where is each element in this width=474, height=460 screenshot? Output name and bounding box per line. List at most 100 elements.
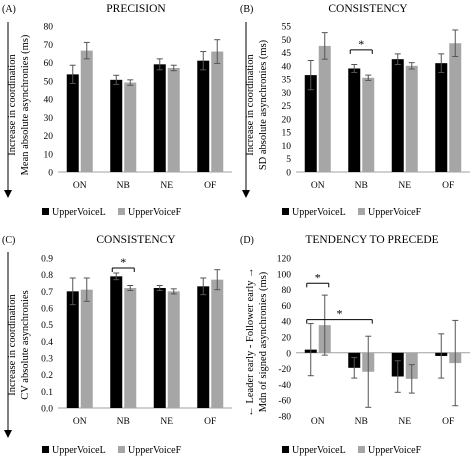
bar — [348, 68, 361, 172]
panel-d-label: (D) — [240, 235, 254, 246]
panel-b-legend-l: UpperVoiceL — [292, 207, 346, 218]
panel-c-plot: 0.0 0.1 0.2 0.3 0.4 0.5 0.6 0.7 0.8 0.9 ON NB NE OF * — [41, 255, 232, 427]
panel-b-plot: 0 5 10 15 20 25 30 35 40 45 50 55 ON NB NE OF * — [282, 23, 470, 191]
category-label: NE — [160, 181, 173, 191]
y-tick-label: 15 — [282, 129, 292, 139]
panel-b-legend: UpperVoiceL UpperVoiceF — [282, 207, 422, 218]
y-tick-label: 0.4 — [41, 338, 53, 348]
panel-c-legend-swatch-f — [118, 446, 125, 453]
panel-c-legend-f: UpperVoiceF — [128, 445, 182, 456]
panel-b-ylabel-2: SD absolute asynchronies (ms) — [258, 39, 269, 170]
category-label: ON — [73, 181, 87, 191]
y-tick-label: 100 — [277, 270, 292, 280]
category-label: OF — [204, 181, 216, 191]
category-label: NB — [117, 181, 130, 191]
y-tick-label: 55 — [282, 23, 292, 33]
y-tick-label: -20 — [278, 365, 291, 375]
y-tick-label: -60 — [278, 397, 291, 407]
y-tick-label: 0.9 — [41, 255, 53, 265]
panel-d-legend-f: UpperVoiceF — [368, 445, 422, 456]
y-tick-label: 0 — [286, 349, 291, 359]
panel-c-legend: UpperVoiceL UpperVoiceF — [42, 445, 182, 456]
y-tick-label: 45 — [282, 49, 292, 59]
bar — [362, 77, 375, 172]
panel-a-legend-l: UpperVoiceL — [52, 207, 106, 218]
category-label: ON — [73, 417, 87, 427]
panel-d-legend: UpperVoiceL UpperVoiceF — [282, 445, 422, 456]
panel-c-ylabel-2: CV absolute asynchronies — [20, 290, 31, 399]
panel-d-ylabel-2: Mdn of signed asynchronies (ms) — [258, 271, 269, 412]
bar — [318, 45, 331, 173]
y-tick-label: 0.8 — [41, 271, 53, 281]
significance-star: * — [337, 307, 343, 321]
panel-b-legend-f: UpperVoiceF — [368, 207, 422, 218]
bar — [153, 64, 166, 172]
bar — [110, 79, 123, 172]
bar — [197, 286, 210, 408]
panel-c: (C) CONSISTENCY Increase in coordination… — [2, 234, 232, 456]
y-tick-label: 40 — [44, 96, 54, 106]
y-tick-label: 40 — [282, 62, 292, 72]
y-tick-label: 70 — [44, 41, 54, 51]
panel-d: (D) TENDENCY TO PRECEDE ← Leader early -… — [240, 234, 470, 456]
bar — [211, 51, 224, 172]
bar — [124, 82, 137, 172]
bar — [197, 60, 210, 172]
bar — [435, 63, 448, 172]
panel-b-legend-swatch-f — [358, 208, 365, 215]
bar — [66, 291, 79, 408]
panel-b-legend-swatch-l — [282, 208, 289, 215]
y-tick-label: 80 — [282, 286, 292, 296]
y-tick-label: 10 — [44, 150, 54, 160]
y-tick-label: 5 — [286, 155, 291, 165]
panel-a-label: (A) — [2, 4, 16, 15]
y-tick-label: 35 — [282, 76, 292, 86]
panel-b-arrow-head-icon — [242, 190, 250, 198]
category-label: OF — [442, 417, 454, 427]
panel-d-legend-l: UpperVoiceL — [292, 445, 346, 456]
bar — [405, 65, 418, 172]
bar — [124, 288, 137, 408]
bar — [110, 276, 123, 408]
y-tick-label: 10 — [282, 142, 292, 152]
panel-a-arrow-head-icon — [4, 190, 12, 198]
panel-a-legend: UpperVoiceL UpperVoiceF — [42, 207, 182, 218]
panel-c-label: (C) — [2, 235, 15, 246]
y-tick-label: 0.3 — [41, 355, 53, 365]
y-tick-label: 0.7 — [41, 288, 53, 298]
bar — [153, 288, 166, 408]
panel-a-legend-swatch-l — [42, 208, 49, 215]
y-tick-label: 60 — [44, 59, 54, 69]
y-tick-label: 0.2 — [41, 371, 53, 381]
y-tick-label: 30 — [282, 89, 292, 99]
bar — [211, 279, 224, 408]
y-tick-label: 40 — [282, 318, 292, 328]
bar — [167, 67, 180, 172]
panel-c-title: CONSISTENCY — [96, 234, 176, 246]
y-tick-label: 120 — [277, 255, 292, 265]
panel-b-label: (B) — [240, 4, 253, 15]
bar — [304, 75, 317, 172]
y-tick-label: 20 — [44, 132, 54, 142]
y-tick-label: 50 — [282, 36, 292, 46]
y-tick-label: 0.6 — [41, 305, 53, 315]
bar — [449, 43, 462, 172]
bar — [80, 289, 93, 408]
panel-a-legend-swatch-f — [118, 208, 125, 215]
panel-b-ylabel-1: Increase in coordination — [245, 54, 256, 156]
panel-a-legend-f: UpperVoiceF — [128, 207, 182, 218]
category-label: NB — [355, 181, 368, 191]
panel-c-legend-l: UpperVoiceL — [52, 445, 106, 456]
panel-d-legend-swatch-f — [358, 446, 365, 453]
category-label: NB — [117, 417, 130, 427]
y-tick-label: 0.0 — [41, 405, 53, 415]
bar — [167, 291, 180, 408]
y-tick-label: 0.1 — [41, 388, 53, 398]
panel-b: (B) CONSISTENCY Increase in coordination… — [240, 3, 470, 218]
panel-d-ylabel-1: ← Leader early - Follower early → — [245, 267, 256, 416]
significance-star: * — [120, 255, 126, 269]
panel-b-title: CONSISTENCY — [328, 3, 408, 15]
bar — [80, 50, 93, 173]
category-label: OF — [442, 181, 454, 191]
